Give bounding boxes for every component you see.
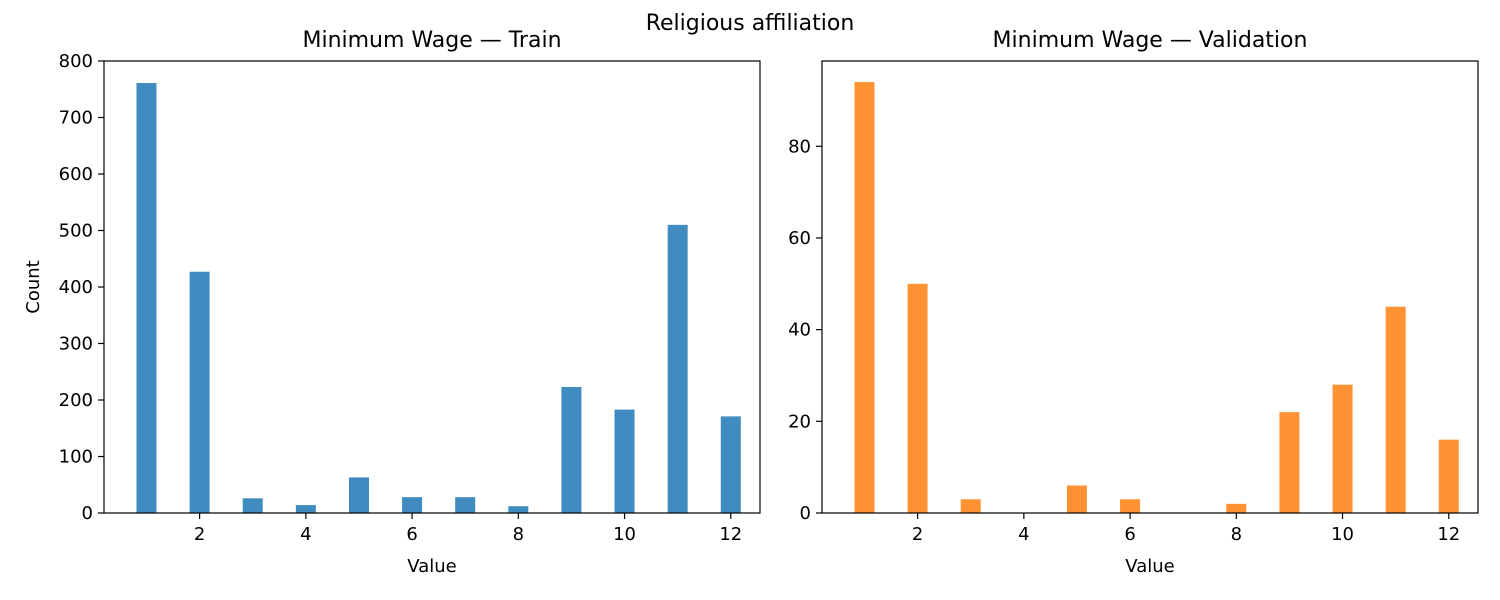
y-tick-label: 800 [59,51,93,72]
chart-train-bars [136,83,741,513]
x-tick-label: 8 [1231,524,1242,545]
bar-validation-5 [1066,485,1087,513]
x-tick-label: 10 [613,524,636,545]
x-tick-label: 10 [1331,524,1354,545]
x-tick-label: 12 [719,524,742,545]
chart-validation-bars [854,82,1459,513]
chart-validation-y-axis: 0 20 40 60 80 [788,136,822,524]
bar-train-7 [455,497,476,513]
chart-train-title: Minimum Wage — Train [302,28,561,53]
chart-validation-title: Minimum Wage — Validation [993,28,1308,53]
bar-validation-1 [854,82,875,513]
x-tick-label: 2 [194,524,205,545]
bar-validation-10 [1332,384,1353,513]
chart-validation-x-axis: 2 4 6 8 10 12 [912,513,1460,545]
x-tick-label: 12 [1437,524,1460,545]
chart-train: Minimum Wage — Train 2 4 6 8 10 12 0 100 200 300… [23,28,761,577]
x-tick-label: 2 [912,524,923,545]
chart-train-plot-frame [103,60,761,514]
bar-train-6 [402,497,423,513]
bar-train-8 [508,506,529,513]
chart-validation-plot-frame [821,60,1479,514]
bar-validation-9 [1279,412,1300,513]
bar-train-5 [348,477,369,513]
chart-validation: Minimum Wage — Validation 2 4 6 8 10 12 0 20 40… [788,28,1479,577]
bar-validation-8 [1226,503,1247,513]
bar-train-9 [561,387,582,513]
chart-train-y-axis: 0 100 200 300 400 500 600 700 800 [59,51,104,524]
y-tick-label: 500 [59,221,93,242]
bar-train-4 [295,505,316,513]
bar-train-10 [614,409,635,513]
bar-train-12 [720,416,741,513]
chart-train-x-axis: 2 4 6 8 10 12 [194,513,742,545]
figure-suptitle: Religious affiliation [646,11,855,36]
y-tick-label: 0 [800,503,811,524]
x-tick-label: 4 [1018,524,1029,545]
y-tick-label: 100 [59,447,93,468]
bar-train-11 [667,224,688,513]
bar-validation-3 [960,499,981,513]
y-tick-label: 60 [788,228,811,249]
bar-validation-6 [1120,499,1141,513]
bar-validation-11 [1385,306,1406,513]
bar-train-2 [189,271,210,513]
bar-validation-2 [907,283,928,513]
y-tick-label: 20 [788,411,811,432]
x-tick-label: 4 [300,524,311,545]
y-tick-label: 200 [59,390,93,411]
y-tick-label: 80 [788,136,811,157]
bar-train-3 [242,498,263,513]
chart-train-ylabel: Count [23,260,44,313]
y-tick-label: 40 [788,320,811,341]
y-tick-label: 400 [59,277,93,298]
y-tick-label: 700 [59,108,93,129]
x-tick-label: 6 [406,524,417,545]
bar-train-1 [136,83,157,513]
y-tick-label: 300 [59,334,93,355]
y-tick-label: 600 [59,164,93,185]
chart-validation-xlabel: Value [1125,556,1174,577]
y-tick-label: 0 [82,503,93,524]
bar-validation-12 [1438,439,1459,513]
chart-train-xlabel: Value [407,556,456,577]
x-tick-label: 8 [513,524,524,545]
x-tick-label: 6 [1124,524,1135,545]
